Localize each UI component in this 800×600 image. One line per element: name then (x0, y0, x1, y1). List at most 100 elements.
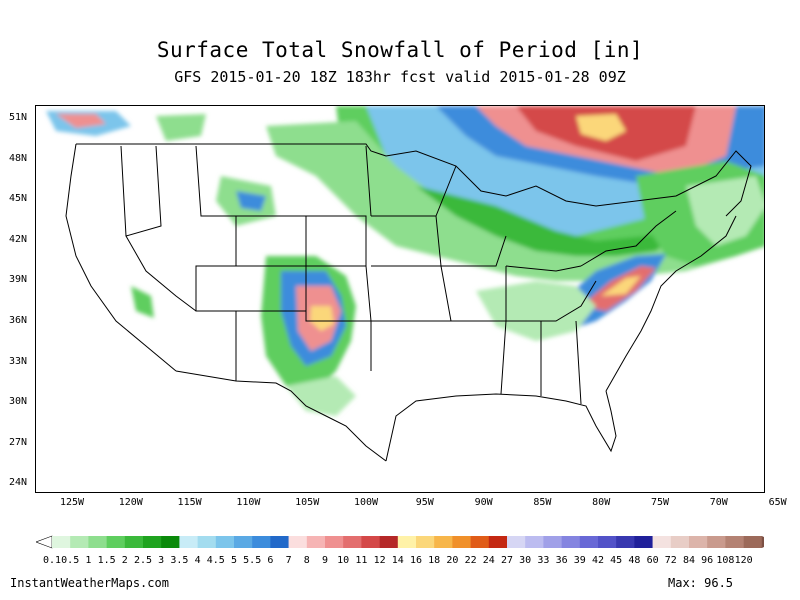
longitude-label: 85W (533, 497, 552, 508)
latitude-label: 45N (9, 193, 28, 205)
legend-label: 2 (121, 555, 128, 566)
legend-swatch (106, 536, 126, 548)
legend-swatch (397, 536, 417, 548)
legend-label: 0.1 (42, 555, 62, 566)
legend-label: 36 (555, 555, 568, 566)
legend-label: 3 (158, 555, 165, 566)
legend-label: 48 (628, 555, 641, 566)
legend-label: 27 (500, 555, 514, 566)
legend-swatch (416, 536, 435, 548)
legend-swatch (525, 536, 544, 548)
legend-swatch (670, 536, 690, 548)
legend-label: 1.5 (97, 555, 116, 566)
legend-label: 10 (337, 555, 350, 566)
longitude-label: 80W (592, 497, 611, 508)
legend-overflow-arrow (761, 536, 764, 548)
legend-swatch (88, 536, 107, 548)
legend-label: 16 (409, 555, 423, 566)
legend-swatch (507, 536, 526, 548)
legend-swatch (470, 536, 490, 548)
legend-label: 4.5 (206, 555, 225, 566)
legend-swatch (561, 536, 581, 548)
legend-label: 33 (537, 555, 550, 566)
longitude-label: 115W (177, 497, 202, 508)
legend-label: 0.5 (61, 555, 80, 566)
legend-label: 60 (646, 555, 659, 566)
legend-label: 108 (716, 555, 735, 566)
legend-label: 9 (321, 555, 329, 566)
legend-label: 12 (373, 555, 386, 566)
latitude-label: 24N (9, 477, 28, 489)
map-canvas (46, 106, 764, 462)
legend-swatch (434, 536, 453, 548)
max-value: Max: 96.5 (668, 576, 734, 590)
legend-label: 3.5 (170, 555, 189, 566)
latitude-label: 36N (9, 315, 28, 326)
legend-swatch (143, 536, 162, 548)
latitude-label: 27N (9, 436, 28, 448)
legend-colorbar (36, 535, 764, 549)
longitude-label: 95W (415, 497, 434, 508)
longitude-label: 65W (768, 497, 787, 508)
snow-fields (46, 106, 764, 416)
legend-label: 20 (446, 555, 459, 566)
legend-swatch (579, 536, 599, 548)
legend-label: 6 (267, 555, 274, 566)
legend-label: 96 (701, 555, 714, 566)
latitude-label: 48N (9, 152, 28, 164)
legend-swatch (343, 536, 362, 548)
legend-swatch (616, 536, 635, 548)
longitude-label: 90W (474, 497, 493, 508)
legend-swatch (234, 536, 253, 548)
legend-swatch (70, 536, 89, 548)
latitude-label: 51N (9, 112, 28, 123)
longitude-label: 75W (650, 497, 670, 508)
longitude-label: 110W (236, 497, 261, 508)
legend-label: 1 (85, 555, 92, 566)
legend-swatch (598, 536, 617, 548)
legend-label: 72 (664, 555, 677, 566)
legend-label: 2.5 (133, 555, 153, 566)
longitude-label: 120W (118, 497, 143, 508)
longitude-label: 100W (353, 497, 379, 508)
map-subtitle: GFS 2015-01-20 18Z 183hr fcst valid 2015… (174, 68, 626, 86)
legend-swatch (725, 536, 744, 548)
legend-swatch (306, 536, 326, 548)
legend-label: 18 (428, 555, 441, 566)
legend-label: 42 (591, 555, 605, 566)
latitude-label: 30N (9, 396, 28, 408)
legend-label: 84 (682, 555, 696, 566)
map-title: Surface Total Snowfall of Period [in] (156, 38, 644, 62)
longitude-label: 105W (295, 497, 320, 508)
latitude-label: 33N (9, 355, 28, 367)
legend-label: 8 (303, 555, 310, 566)
legend-swatch (452, 536, 471, 548)
longitude-label: 125W (59, 497, 85, 508)
legend-label: 11 (355, 555, 368, 566)
legend-swatch (652, 536, 672, 548)
longitude-label: 70W (709, 497, 728, 508)
legend-label: 45 (610, 555, 623, 566)
legend-swatch (689, 536, 708, 548)
legend-label: 24 (482, 555, 495, 566)
latitude-label: 39N (9, 274, 28, 286)
legend-swatch (161, 536, 180, 548)
boundaries (65, 143, 752, 462)
legend-swatch (52, 536, 71, 548)
legend-label: 22 (464, 555, 477, 566)
legend-swatch (124, 536, 144, 548)
legend-swatch (707, 536, 726, 548)
legend-label: 39 (573, 555, 586, 566)
legend-swatch (488, 536, 508, 548)
legend-underflow-arrow (36, 535, 53, 549)
legend-label: 30 (519, 555, 532, 566)
legend-swatch (179, 536, 198, 548)
legend-swatch (379, 536, 399, 548)
legend-swatch (743, 536, 763, 548)
legend-swatch (361, 536, 380, 548)
legend-swatch (288, 536, 308, 548)
legend-label: 5 (230, 555, 238, 566)
site-credit: InstantWeatherMaps.com (10, 576, 169, 590)
legend-label: 5.5 (243, 555, 262, 566)
legend-swatch (543, 536, 562, 548)
